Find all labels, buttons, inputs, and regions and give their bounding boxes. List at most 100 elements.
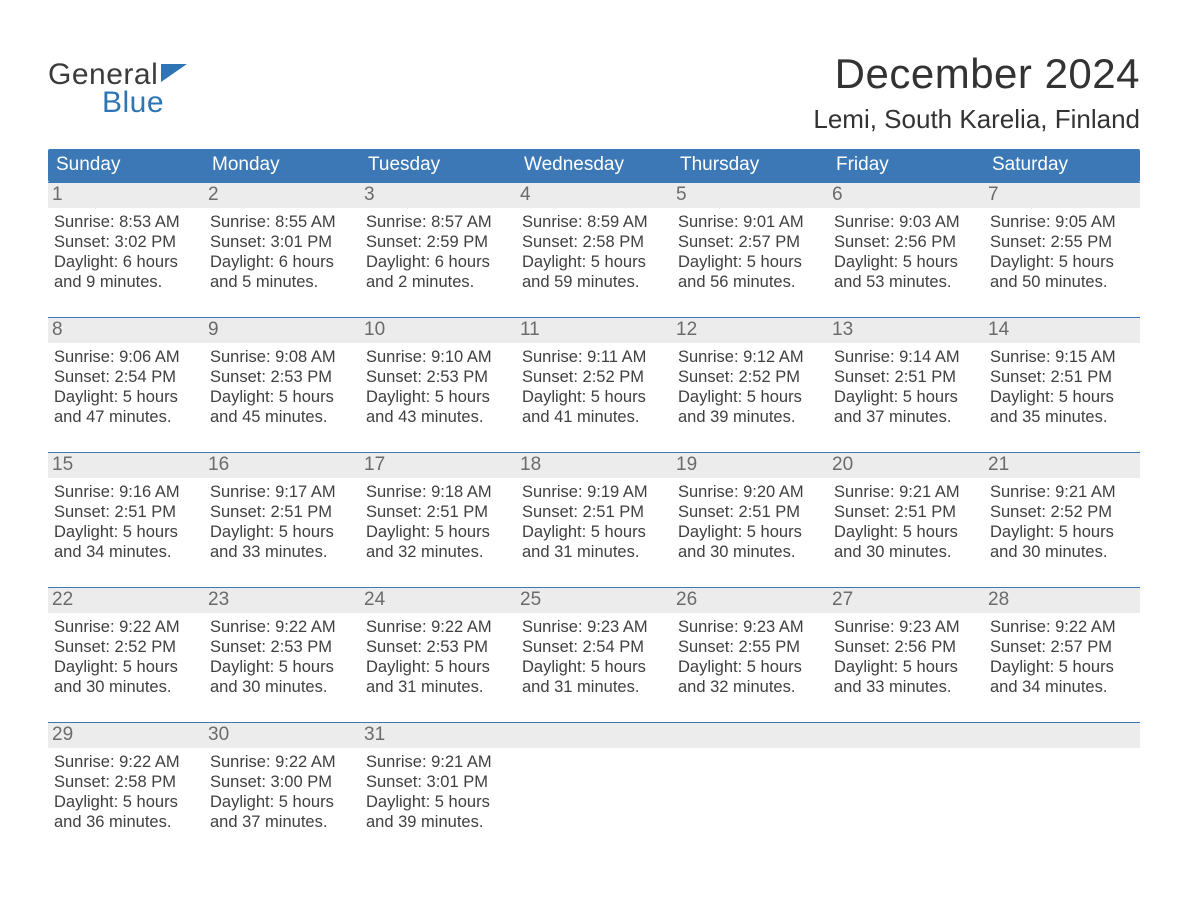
day-cell: 12Sunrise: 9:12 AMSunset: 2:52 PMDayligh…: [672, 318, 828, 446]
day-content: Sunrise: 9:16 AMSunset: 2:51 PMDaylight:…: [54, 482, 198, 563]
day-daylight1: Daylight: 5 hours: [678, 657, 822, 677]
day-content: Sunrise: 9:23 AMSunset: 2:56 PMDaylight:…: [834, 617, 978, 698]
day-sunrise: Sunrise: 8:55 AM: [210, 212, 354, 232]
day-sunset: Sunset: 2:58 PM: [522, 232, 666, 252]
day-sunset: Sunset: 2:56 PM: [834, 637, 978, 657]
day-cell: 6Sunrise: 9:03 AMSunset: 2:56 PMDaylight…: [828, 183, 984, 311]
day-sunrise: Sunrise: 9:10 AM: [366, 347, 510, 367]
day-sunrise: Sunrise: 9:12 AM: [678, 347, 822, 367]
day-cell: 10 Sunrise: 9:10 AMSunset: 2:53 PMDayligh…: [360, 318, 516, 446]
day-sunset: Sunset: 2:55 PM: [678, 637, 822, 657]
day-number: 3: [360, 183, 516, 208]
day-daylight2: and 32 minutes.: [366, 542, 510, 562]
day-daylight2: and 50 minutes.: [990, 272, 1134, 292]
day-daylight1: Daylight: 5 hours: [366, 657, 510, 677]
day-content: Sunrise: 9:22 AMSunset: 2:53 PMDaylight:…: [210, 617, 354, 698]
day-daylight2: and 37 minutes.: [210, 812, 354, 832]
day-content: Sunrise: 9:21 AMSunset: 2:51 PMDaylight:…: [834, 482, 978, 563]
week-row: 15Sunrise: 9:16 AMSunset: 2:51 PMDayligh…: [48, 452, 1140, 581]
day-content: Sunrise: 9:20 AMSunset: 2:51 PMDaylight:…: [678, 482, 822, 563]
day-sunrise: Sunrise: 9:22 AM: [210, 617, 354, 637]
day-cell: 14Sunrise: 9:15 AMSunset: 2:51 PMDayligh…: [984, 318, 1140, 446]
day-daylight2: and 34 minutes.: [990, 677, 1134, 697]
day-content: Sunrise: 9:15 AMSunset: 2:51 PMDaylight:…: [990, 347, 1134, 428]
day-sunset: Sunset: 2:51 PM: [522, 502, 666, 522]
day-content: Sunrise: 9:22 AMSunset: 2:53 PMDaylight:…: [366, 617, 510, 698]
day-daylight2: and 41 minutes.: [522, 407, 666, 427]
day-sunrise: Sunrise: 9:22 AM: [990, 617, 1134, 637]
day-number: [984, 723, 1140, 748]
day-daylight1: Daylight: 5 hours: [210, 792, 354, 812]
day-content: Sunrise: 9:17 AMSunset: 2:51 PMDaylight:…: [210, 482, 354, 563]
day-sunrise: Sunrise: 9:05 AM: [990, 212, 1134, 232]
day-sunset: Sunset: 2:51 PM: [834, 502, 978, 522]
day-content: Sunrise: 8:53 AMSunset: 3:02 PMDaylight:…: [54, 212, 198, 293]
day-content: Sunrise: 9:19 AMSunset: 2:51 PMDaylight:…: [522, 482, 666, 563]
day-cell: 22Sunrise: 9:22 AMSunset: 2:52 PMDayligh…: [48, 588, 204, 716]
day-content: Sunrise: 9:01 AMSunset: 2:57 PMDaylight:…: [678, 212, 822, 293]
day-sunrise: Sunrise: 9:23 AM: [678, 617, 822, 637]
day-number: 25: [516, 588, 672, 613]
day-daylight2: and 30 minutes.: [834, 542, 978, 562]
day-number: 10: [360, 318, 516, 343]
day-daylight2: and 56 minutes.: [678, 272, 822, 292]
day-content: Sunrise: 9:22 AMSunset: 2:52 PMDaylight:…: [54, 617, 198, 698]
day-sunset: Sunset: 2:59 PM: [366, 232, 510, 252]
day-daylight1: Daylight: 5 hours: [522, 522, 666, 542]
day-number: 4: [516, 183, 672, 208]
day-cell: 24Sunrise: 9:22 AMSunset: 2:53 PMDayligh…: [360, 588, 516, 716]
day-cell: 16 Sunrise: 9:17 AMSunset: 2:51 PMDayligh…: [204, 453, 360, 581]
day-sunrise: Sunrise: 8:57 AM: [366, 212, 510, 232]
day-daylight1: Daylight: 5 hours: [678, 252, 822, 272]
day-daylight1: Daylight: 5 hours: [834, 387, 978, 407]
day-sunrise: Sunrise: 9:01 AM: [678, 212, 822, 232]
day-cell: 4Sunrise: 8:59 AMSunset: 2:58 PMDaylight…: [516, 183, 672, 311]
calendar: Sunday Monday Tuesday Wednesday Thursday…: [48, 149, 1140, 851]
week-row: 29Sunrise: 9:22 AMSunset: 2:58 PMDayligh…: [48, 722, 1140, 851]
day-cell: 15Sunrise: 9:16 AMSunset: 2:51 PMDayligh…: [48, 453, 204, 581]
day-cell: 26Sunrise: 9:23 AMSunset: 2:55 PMDayligh…: [672, 588, 828, 716]
day-number: 16: [204, 453, 360, 478]
dow-friday: Friday: [828, 149, 984, 182]
day-sunset: Sunset: 2:52 PM: [522, 367, 666, 387]
day-sunset: Sunset: 2:57 PM: [678, 232, 822, 252]
dow-saturday: Saturday: [984, 149, 1140, 182]
day-sunset: Sunset: 2:56 PM: [834, 232, 978, 252]
week-row: 1Sunrise: 8:53 AMSunset: 3:02 PMDaylight…: [48, 182, 1140, 311]
day-number: 28: [984, 588, 1140, 613]
day-cell: 1Sunrise: 8:53 AMSunset: 3:02 PMDaylight…: [48, 183, 204, 311]
day-number: 12: [672, 318, 828, 343]
day-number: 20: [828, 453, 984, 478]
day-content: Sunrise: 9:22 AMSunset: 2:58 PMDaylight:…: [54, 752, 198, 833]
day-sunrise: Sunrise: 9:15 AM: [990, 347, 1134, 367]
day-daylight2: and 33 minutes.: [210, 542, 354, 562]
day-daylight1: Daylight: 5 hours: [366, 387, 510, 407]
day-sunrise: Sunrise: 9:22 AM: [366, 617, 510, 637]
day-daylight1: Daylight: 5 hours: [522, 387, 666, 407]
day-sunset: Sunset: 2:53 PM: [366, 637, 510, 657]
day-sunrise: Sunrise: 9:03 AM: [834, 212, 978, 232]
day-sunrise: Sunrise: 9:06 AM: [54, 347, 198, 367]
day-daylight1: Daylight: 5 hours: [522, 657, 666, 677]
day-daylight1: Daylight: 5 hours: [522, 252, 666, 272]
day-cell: 19Sunrise: 9:20 AMSunset: 2:51 PMDayligh…: [672, 453, 828, 581]
week-row: 8Sunrise: 9:06 AMSunset: 2:54 PMDaylight…: [48, 317, 1140, 446]
dow-sunday: Sunday: [48, 149, 204, 182]
day-cell: 30Sunrise: 9:22 AMSunset: 3:00 PMDayligh…: [204, 723, 360, 851]
day-sunset: Sunset: 2:53 PM: [366, 367, 510, 387]
day-content: Sunrise: 9:10 AMSunset: 2:53 PMDaylight:…: [366, 347, 510, 428]
day-sunrise: Sunrise: 9:23 AM: [522, 617, 666, 637]
day-content: Sunrise: 9:11 AMSunset: 2:52 PMDaylight:…: [522, 347, 666, 428]
day-daylight1: Daylight: 5 hours: [834, 252, 978, 272]
day-cell: 29Sunrise: 9:22 AMSunset: 2:58 PMDayligh…: [48, 723, 204, 851]
day-daylight1: Daylight: 5 hours: [678, 387, 822, 407]
day-number: 27: [828, 588, 984, 613]
day-number: 31: [360, 723, 516, 748]
day-sunset: Sunset: 2:51 PM: [678, 502, 822, 522]
day-sunrise: Sunrise: 9:18 AM: [366, 482, 510, 502]
day-daylight2: and 31 minutes.: [522, 542, 666, 562]
day-daylight1: Daylight: 6 hours: [366, 252, 510, 272]
day-daylight1: Daylight: 5 hours: [834, 657, 978, 677]
day-daylight2: and 33 minutes.: [834, 677, 978, 697]
day-sunset: Sunset: 2:52 PM: [54, 637, 198, 657]
